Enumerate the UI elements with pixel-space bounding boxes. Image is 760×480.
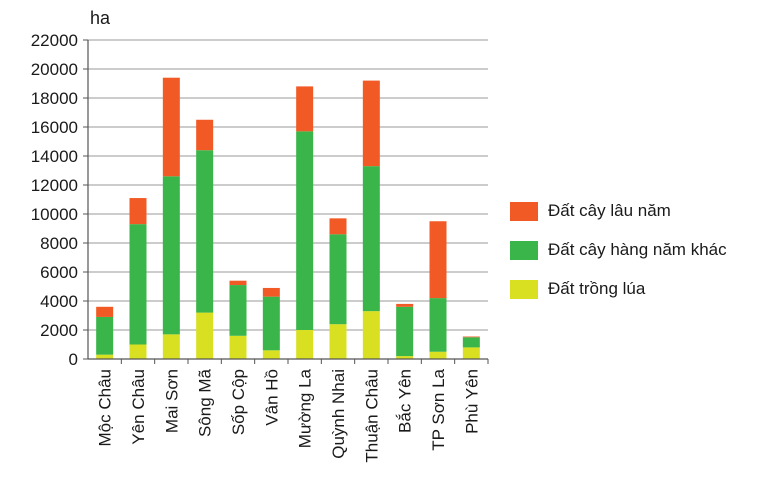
bar-segment bbox=[196, 312, 214, 359]
legend-swatch bbox=[510, 279, 538, 299]
bars bbox=[96, 77, 480, 359]
y-tick-label: 2000 bbox=[40, 321, 78, 340]
bar-segment bbox=[196, 119, 214, 151]
gridlines bbox=[88, 39, 488, 331]
bar-segment bbox=[329, 324, 347, 359]
bar-segment bbox=[162, 334, 180, 359]
bar-segment bbox=[362, 166, 380, 312]
x-tick-label: Mộc Châu bbox=[96, 369, 115, 446]
legend-item: Đất cây hàng năm khác bbox=[510, 239, 727, 261]
x-tick-label: Yên Châu bbox=[129, 369, 148, 445]
bar-segment bbox=[362, 80, 380, 167]
bar-segment bbox=[262, 287, 280, 297]
bar-segment bbox=[296, 131, 314, 330]
bar-segment bbox=[229, 285, 247, 336]
x-tick-label: Bắc Yên bbox=[396, 369, 415, 433]
legend-label: Đất cây hàng năm khác bbox=[548, 240, 727, 259]
bar-segment bbox=[296, 86, 314, 132]
bar-segment bbox=[129, 224, 147, 345]
legend-label: Đất trồng lúa bbox=[548, 279, 646, 298]
bar-segment bbox=[396, 356, 414, 359]
x-tick-label: Mai Sơn bbox=[162, 369, 181, 433]
x-tick-label: Vân Hồ bbox=[262, 369, 281, 426]
y-tick-label: 16000 bbox=[31, 118, 78, 137]
bar-segment bbox=[329, 234, 347, 325]
legend-item: Đất cây lâu năm bbox=[510, 200, 727, 222]
bar-segment bbox=[162, 77, 180, 177]
y-tick-label: 4000 bbox=[40, 292, 78, 311]
legend-item: Đất trồng lúa bbox=[510, 278, 727, 300]
y-tick-label: 12000 bbox=[31, 176, 78, 195]
bar-segment bbox=[96, 354, 114, 359]
x-tick-label: Phù Yên bbox=[462, 369, 481, 434]
legend-label: Đất cây lâu năm bbox=[548, 201, 671, 220]
bar-segment bbox=[396, 303, 414, 307]
y-tick-label: 8000 bbox=[40, 234, 78, 253]
legend-swatch bbox=[510, 201, 538, 221]
legend-swatch bbox=[510, 240, 538, 260]
bar-segment bbox=[129, 198, 147, 225]
bar-segment bbox=[429, 221, 447, 299]
y-tick-label: 20000 bbox=[31, 60, 78, 79]
bar-segment bbox=[396, 306, 414, 357]
y-axis-label: ha bbox=[90, 8, 111, 28]
y-tick-label: 10000 bbox=[31, 205, 78, 224]
bar-segment bbox=[462, 347, 480, 359]
y-tick-label: 14000 bbox=[31, 147, 78, 166]
bar-segment bbox=[329, 218, 347, 235]
bar-segment bbox=[262, 296, 280, 351]
y-tick-label: 18000 bbox=[31, 89, 78, 108]
bar-segment bbox=[162, 176, 180, 335]
bar-segment bbox=[462, 337, 480, 348]
axes: 0 2000 4000 6000 8000 10000 12000 14000 16000 180… bbox=[31, 31, 489, 463]
bar-segment bbox=[262, 350, 280, 359]
x-tick-label: Sông Mã bbox=[196, 368, 215, 437]
x-tick-label: Mường La bbox=[296, 368, 315, 448]
x-tick-label: TP Sơn La bbox=[429, 368, 448, 450]
y-tick-label: 0 bbox=[69, 350, 78, 369]
bar-segment bbox=[462, 336, 480, 338]
bar-segment bbox=[429, 351, 447, 359]
x-tick-label: Sốp Cộp bbox=[229, 369, 248, 435]
bar-segment bbox=[96, 306, 114, 317]
bar-segment bbox=[96, 316, 114, 355]
x-tick-label: Quỳnh Nhai bbox=[329, 369, 348, 459]
bar-segment bbox=[362, 311, 380, 359]
bar-segment bbox=[129, 344, 147, 359]
bar-segment bbox=[229, 280, 247, 286]
x-tick-label: Thuận Châu bbox=[362, 369, 381, 463]
bar-segment bbox=[229, 335, 247, 359]
chart-legend: Đất cây lâu năm Đất cây hàng năm khác Đất … bbox=[510, 200, 727, 317]
y-tick-label: 22000 bbox=[31, 31, 78, 50]
bar-segment bbox=[296, 330, 314, 359]
y-tick-label: 6000 bbox=[40, 263, 78, 282]
bar-segment bbox=[429, 298, 447, 352]
bar-segment bbox=[196, 150, 214, 313]
